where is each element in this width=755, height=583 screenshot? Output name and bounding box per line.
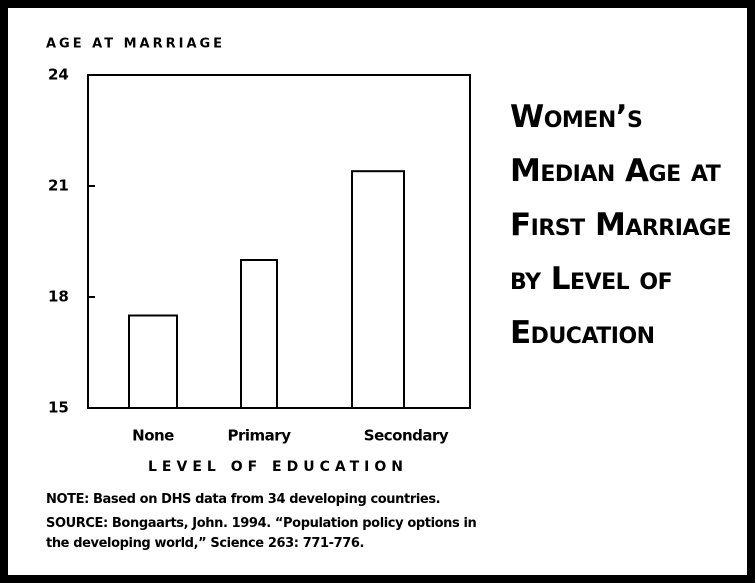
x-tick-label: None xyxy=(132,427,174,445)
x-tick-label: Secondary xyxy=(364,427,449,445)
bar xyxy=(351,170,405,409)
bar xyxy=(128,314,178,409)
chart-title: Women’s Median Age at First Marriage by … xyxy=(510,99,732,351)
bar xyxy=(240,259,278,409)
y-tick-label: 24 xyxy=(48,66,69,84)
y-tick-label: 21 xyxy=(48,177,69,195)
x-axis-label: LEVEL OF EDUCATION xyxy=(148,459,408,475)
source: SOURCE: Bongaarts, John. 1994. “Populati… xyxy=(46,516,477,551)
y-axis-label: AGE AT MARRIAGE xyxy=(46,37,225,52)
y-tick-label: 18 xyxy=(48,288,69,306)
x-tick-label: Primary xyxy=(228,427,292,445)
plot-frame xyxy=(87,74,471,409)
note: NOTE: Based on DHS data from 34 developi… xyxy=(46,492,441,507)
y-tick-label: 15 xyxy=(48,399,69,417)
